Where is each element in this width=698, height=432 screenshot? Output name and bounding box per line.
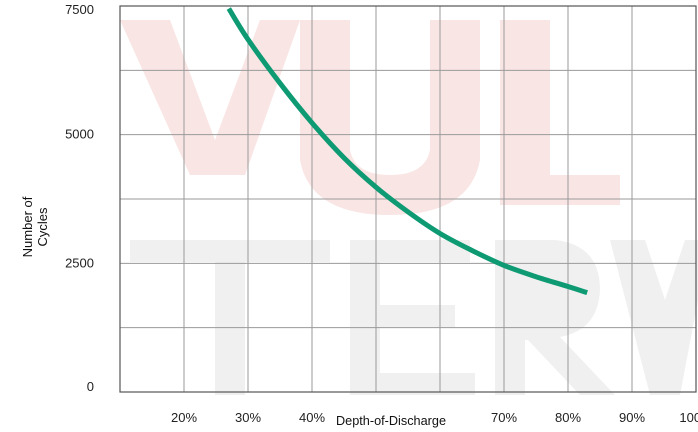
y-tick-label: 0 [87, 379, 94, 394]
x-tick-label: 20% [171, 410, 197, 425]
grid-lines [119, 5, 697, 393]
y-axis-ticks: 0 2500 5000 7500 [65, 2, 94, 394]
watermark [120, 20, 698, 395]
watermark-shape-0 [120, 20, 300, 175]
x-tick-label: 100% [679, 410, 698, 425]
watermark-shape-2 [500, 20, 620, 205]
x-tick-label: 70% [491, 410, 517, 425]
x-tick-label: 80% [555, 410, 581, 425]
y-tick-label: 2500 [65, 255, 94, 270]
x-tick-label: 30% [235, 410, 261, 425]
watermark-shape-1 [300, 20, 480, 215]
y-axis-label: Number ofCycles [20, 196, 50, 257]
y-axis-label-line: Number of [20, 196, 35, 257]
plot-frame [119, 5, 697, 393]
series-line [226, 7, 588, 296]
watermark-letter-0 [130, 240, 330, 395]
y-tick-label: 7500 [65, 2, 94, 17]
y-tick-label: 5000 [65, 127, 94, 142]
x-tick-label: 90% [619, 410, 645, 425]
y-axis-label-line: Cycles [35, 207, 50, 247]
x-axis-label: Depth-of-Discharge [336, 413, 446, 428]
x-tick-label: 40% [299, 410, 325, 425]
watermark-letter-2 [495, 240, 615, 395]
watermark-letter-1 [350, 240, 475, 395]
x-axis-ticks: 20% 30% 40% 70% 80% 90% 100% [171, 410, 698, 425]
